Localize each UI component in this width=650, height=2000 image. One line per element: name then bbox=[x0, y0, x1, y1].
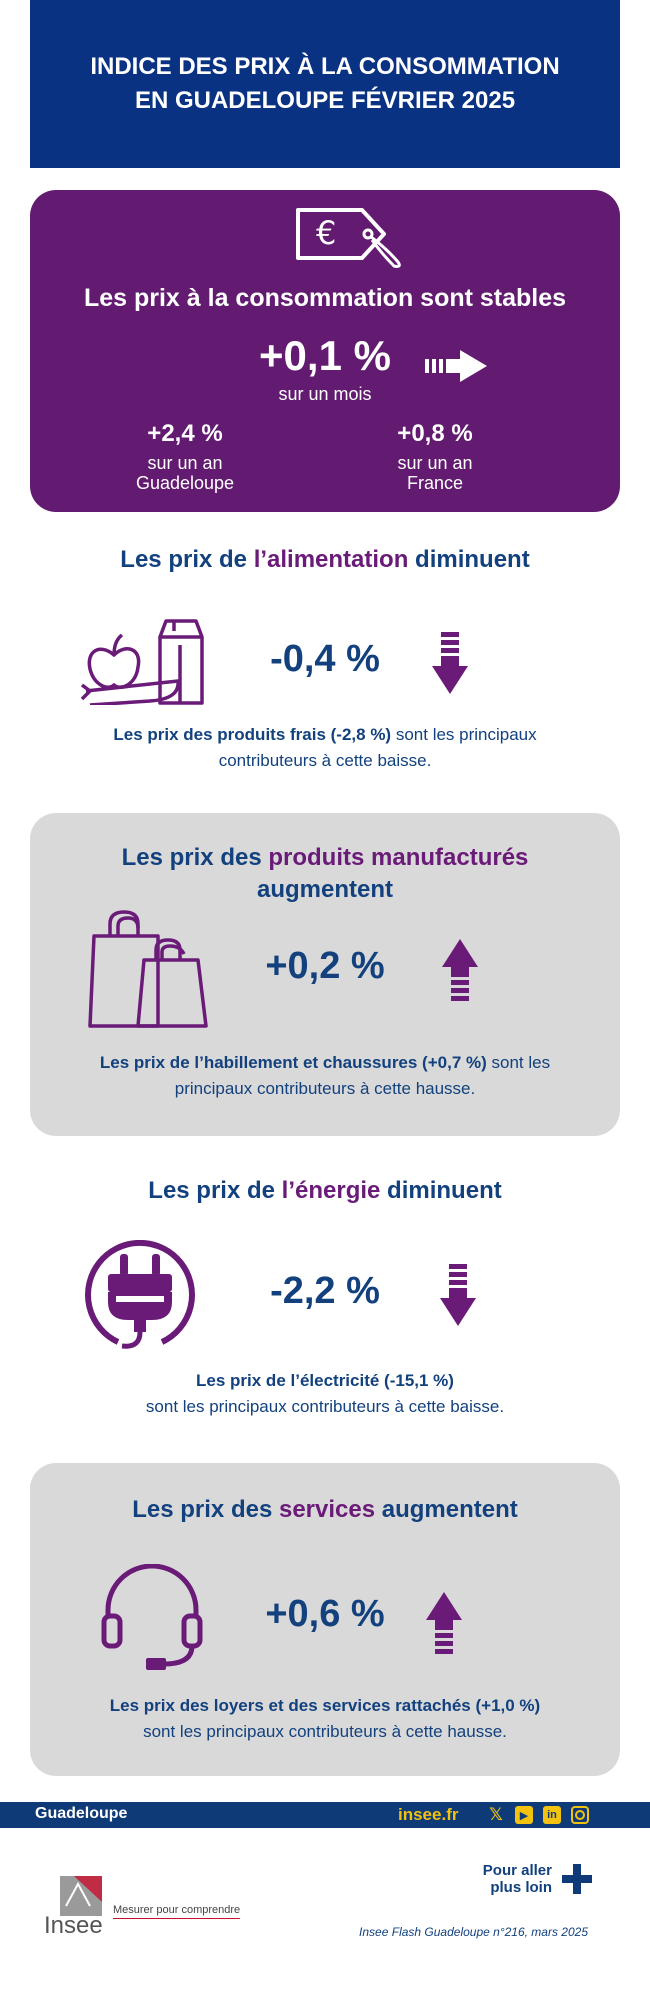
manufactures-value: +0,2 % bbox=[265, 945, 385, 987]
insee-logo-icon bbox=[60, 1876, 102, 1916]
plus-icon[interactable] bbox=[562, 1864, 592, 1894]
insee-logo-text: Insee bbox=[44, 1912, 103, 1939]
publication-reference: Insee Flash Guadeloupe n°216, mars 2025 bbox=[359, 1925, 588, 1939]
summary-headline: Les prix à la consommation sont stables bbox=[83, 284, 567, 312]
youtube-icon[interactable]: ▶ bbox=[515, 1806, 533, 1824]
social-links: 𝕏 ▶ in bbox=[487, 1805, 589, 1824]
linkedin-icon[interactable]: in bbox=[543, 1806, 561, 1824]
energie-value: -2,2 % bbox=[270, 1270, 380, 1312]
manufactures-title: Les prix des produits manufacturés augme… bbox=[121, 844, 529, 903]
footer-region: Guadeloupe bbox=[35, 1805, 128, 1822]
more-link[interactable]: Pour aller plus loin bbox=[482, 1862, 552, 1896]
instagram-icon[interactable] bbox=[571, 1806, 589, 1824]
services-note: Les prix des loyers et des services ratt… bbox=[109, 1696, 541, 1741]
down-arrow-icon bbox=[440, 1264, 476, 1326]
footer-bar: Guadeloupe insee.fr 𝕏 ▶ in bbox=[0, 1802, 650, 1828]
guadeloupe-year-value: +2,4 % bbox=[147, 420, 223, 447]
page-header: INDICE DES PRIX À LA CONSOMMATION EN GUA… bbox=[30, 0, 620, 168]
guadeloupe-year-label: sur un an Guadeloupe bbox=[135, 453, 235, 493]
alimentation-title: Les prix de l’alimentation diminuent bbox=[120, 546, 530, 573]
month-value: +0,1 % bbox=[259, 332, 391, 379]
summary-card: € Les prix à la consommation sont stable… bbox=[30, 190, 620, 512]
services-title: Les prix des services augmentent bbox=[132, 1496, 518, 1523]
alimentation-value: -0,4 % bbox=[270, 638, 380, 680]
services-card bbox=[30, 1463, 620, 1776]
power-plug-icon bbox=[85, 1240, 195, 1349]
headset-icon bbox=[101, 1564, 203, 1670]
price-tag-icon: € bbox=[296, 208, 401, 268]
france-year-label: sur un an France bbox=[397, 453, 473, 493]
france-year-value: +0,8 % bbox=[397, 420, 473, 447]
energie-note: Les prix de l’électricité (-15,1 %) sont… bbox=[145, 1371, 505, 1416]
energie-title: Les prix de l’énergie diminuent bbox=[148, 1177, 502, 1204]
x-icon[interactable]: 𝕏 bbox=[489, 1805, 503, 1824]
shopping-bags-icon bbox=[88, 910, 208, 1028]
month-label: sur un mois bbox=[278, 384, 372, 404]
services-value: +0,6 % bbox=[265, 1593, 385, 1635]
svg-text:€: € bbox=[316, 214, 336, 252]
manufactures-note: Les prix de l’habillement et chaussures … bbox=[99, 1053, 551, 1098]
stable-arrow-icon bbox=[425, 350, 487, 382]
insee-site-link[interactable]: insee.fr bbox=[398, 1805, 459, 1824]
page-title: INDICE DES PRIX À LA CONSOMMATION EN GUA… bbox=[90, 53, 560, 114]
manufactures-card bbox=[30, 813, 620, 1136]
down-arrow-icon bbox=[432, 632, 468, 694]
insee-tagline: Mesurer pour comprendre bbox=[113, 1904, 241, 1919]
grocery-icon bbox=[80, 619, 204, 705]
up-arrow-icon bbox=[442, 939, 478, 1001]
alimentation-note: Les prix des produits frais (-2,8 %) son… bbox=[113, 725, 537, 770]
up-arrow-icon bbox=[426, 1592, 462, 1654]
